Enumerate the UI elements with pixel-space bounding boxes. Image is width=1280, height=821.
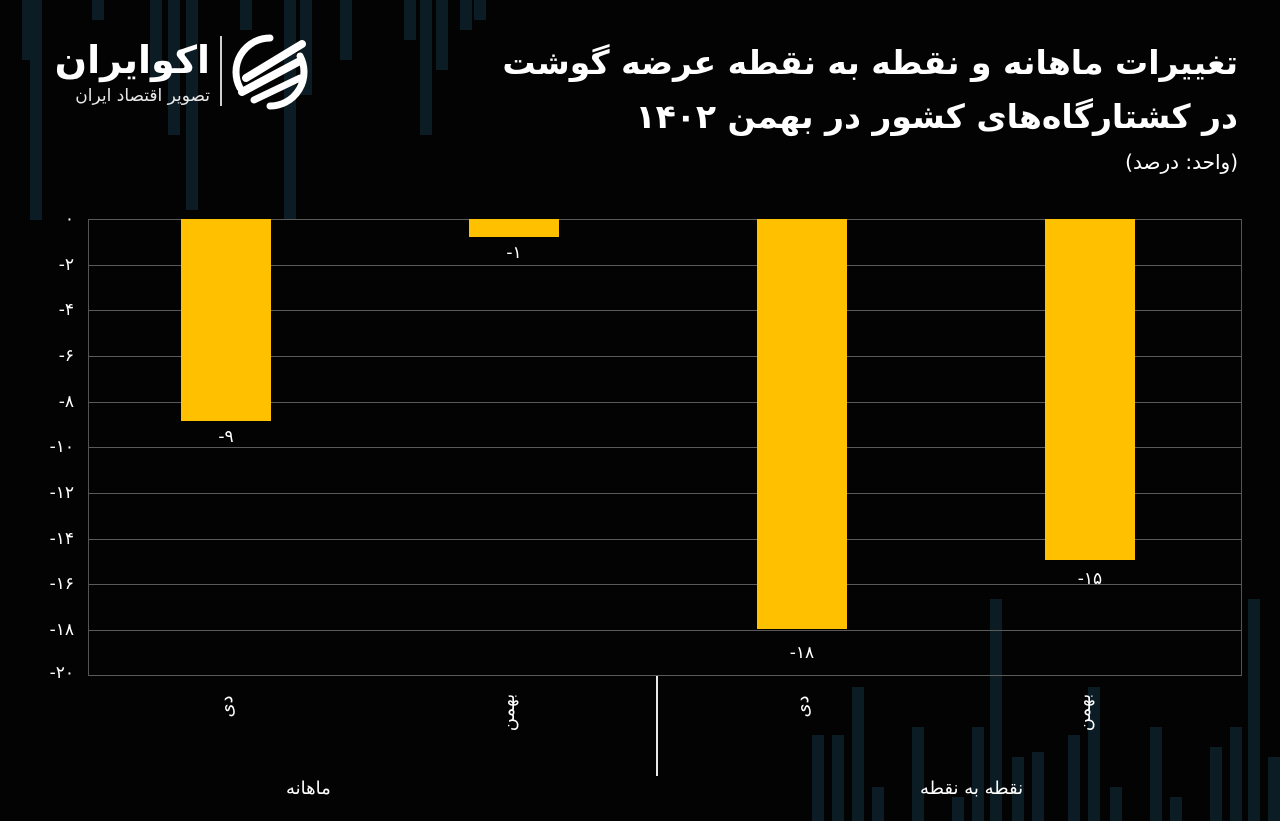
value-label: -۹ xyxy=(218,427,234,447)
x-label: دی xyxy=(216,695,238,718)
bar-monthly-dey xyxy=(181,219,271,421)
x-label: بهمن xyxy=(498,693,520,732)
deco-bar xyxy=(1012,757,1024,821)
gridline xyxy=(89,493,1241,494)
group-label-yoy: نقطه به نقطه xyxy=(920,778,1024,799)
deco-bar xyxy=(30,0,42,220)
deco-bar xyxy=(872,787,884,821)
value-label: -۱۸ xyxy=(789,643,815,663)
deco-bar xyxy=(852,687,864,821)
deco-bar xyxy=(1088,687,1100,821)
x-label: دی xyxy=(792,695,814,718)
y-tick: ۰ xyxy=(64,209,74,229)
deco-bar xyxy=(972,727,984,821)
brand-name: اکوایران xyxy=(54,38,210,82)
deco-bar xyxy=(168,0,180,135)
chart-title: تغییرات ماهانه و نقطه به نقطه عرضه گوشت … xyxy=(502,36,1238,144)
deco-bar xyxy=(912,727,924,821)
deco-bar xyxy=(460,0,472,30)
y-tick: -۱۶ xyxy=(49,574,74,594)
plot-area: -۹ -۱ -۱۸ -۱۵ xyxy=(88,219,1242,676)
deco-bar xyxy=(186,0,198,210)
logo-divider xyxy=(220,36,222,106)
deco-bar xyxy=(404,0,416,40)
y-tick: -۶ xyxy=(58,346,74,366)
y-tick: -۱۲ xyxy=(49,483,74,503)
value-label: -۱۵ xyxy=(1077,569,1103,589)
deco-bar xyxy=(1230,727,1242,821)
deco-bar xyxy=(92,0,104,20)
deco-bar xyxy=(1210,747,1222,821)
deco-bar xyxy=(436,0,448,70)
deco-bar xyxy=(1150,727,1162,821)
deco-bar xyxy=(1110,787,1122,821)
gridline xyxy=(89,310,1241,311)
bar-yoy-bahman xyxy=(1045,219,1135,560)
y-tick: -۲ xyxy=(58,255,74,275)
deco-bar xyxy=(340,0,352,60)
y-tick: -۱۸ xyxy=(49,620,74,640)
gridline xyxy=(89,447,1241,448)
gridline xyxy=(89,539,1241,540)
deco-bar xyxy=(420,0,432,135)
gridline xyxy=(89,402,1241,403)
deco-bar xyxy=(990,599,1002,821)
y-tick: -۴ xyxy=(58,300,74,320)
deco-bar xyxy=(474,0,486,20)
group-label-monthly: ماهانه xyxy=(286,778,331,799)
bar-monthly-bahman xyxy=(469,219,559,237)
bar-yoy-dey xyxy=(757,219,847,629)
group-separator xyxy=(656,676,658,776)
x-label: بهمن xyxy=(1074,693,1096,732)
brand-mark-icon xyxy=(232,34,308,110)
deco-bar xyxy=(1068,735,1080,821)
brand-logo: اکوایران تصویر اقتصاد ایران xyxy=(52,34,322,114)
y-tick: -۸ xyxy=(58,392,74,412)
deco-bar xyxy=(150,0,162,80)
y-tick: -۲۰ xyxy=(49,663,74,683)
gridline xyxy=(89,630,1241,631)
deco-bar xyxy=(240,0,252,30)
brand-tagline: تصویر اقتصاد ایران xyxy=(75,86,210,106)
deco-bar xyxy=(952,797,964,821)
gridline xyxy=(89,219,1241,220)
gridline xyxy=(89,265,1241,266)
deco-bar xyxy=(812,735,824,821)
gridline xyxy=(89,584,1241,585)
deco-bar xyxy=(1248,599,1260,821)
deco-bar xyxy=(832,735,844,821)
value-label: -۱ xyxy=(506,243,522,263)
title-line-2: در کشتارگاه‌های کشور در بهمن ۱۴۰۲ xyxy=(635,97,1238,136)
unit-label: (واحد: درصد) xyxy=(1125,150,1238,174)
deco-bar xyxy=(1032,752,1044,821)
title-line-1: تغییرات ماهانه و نقطه به نقطه عرضه گوشت xyxy=(502,43,1238,82)
deco-bar xyxy=(1268,757,1280,821)
deco-bar xyxy=(1170,797,1182,821)
y-tick: -۱۴ xyxy=(49,529,74,549)
gridline xyxy=(89,675,1241,676)
gridline xyxy=(89,356,1241,357)
y-tick: -۱۰ xyxy=(49,437,74,457)
